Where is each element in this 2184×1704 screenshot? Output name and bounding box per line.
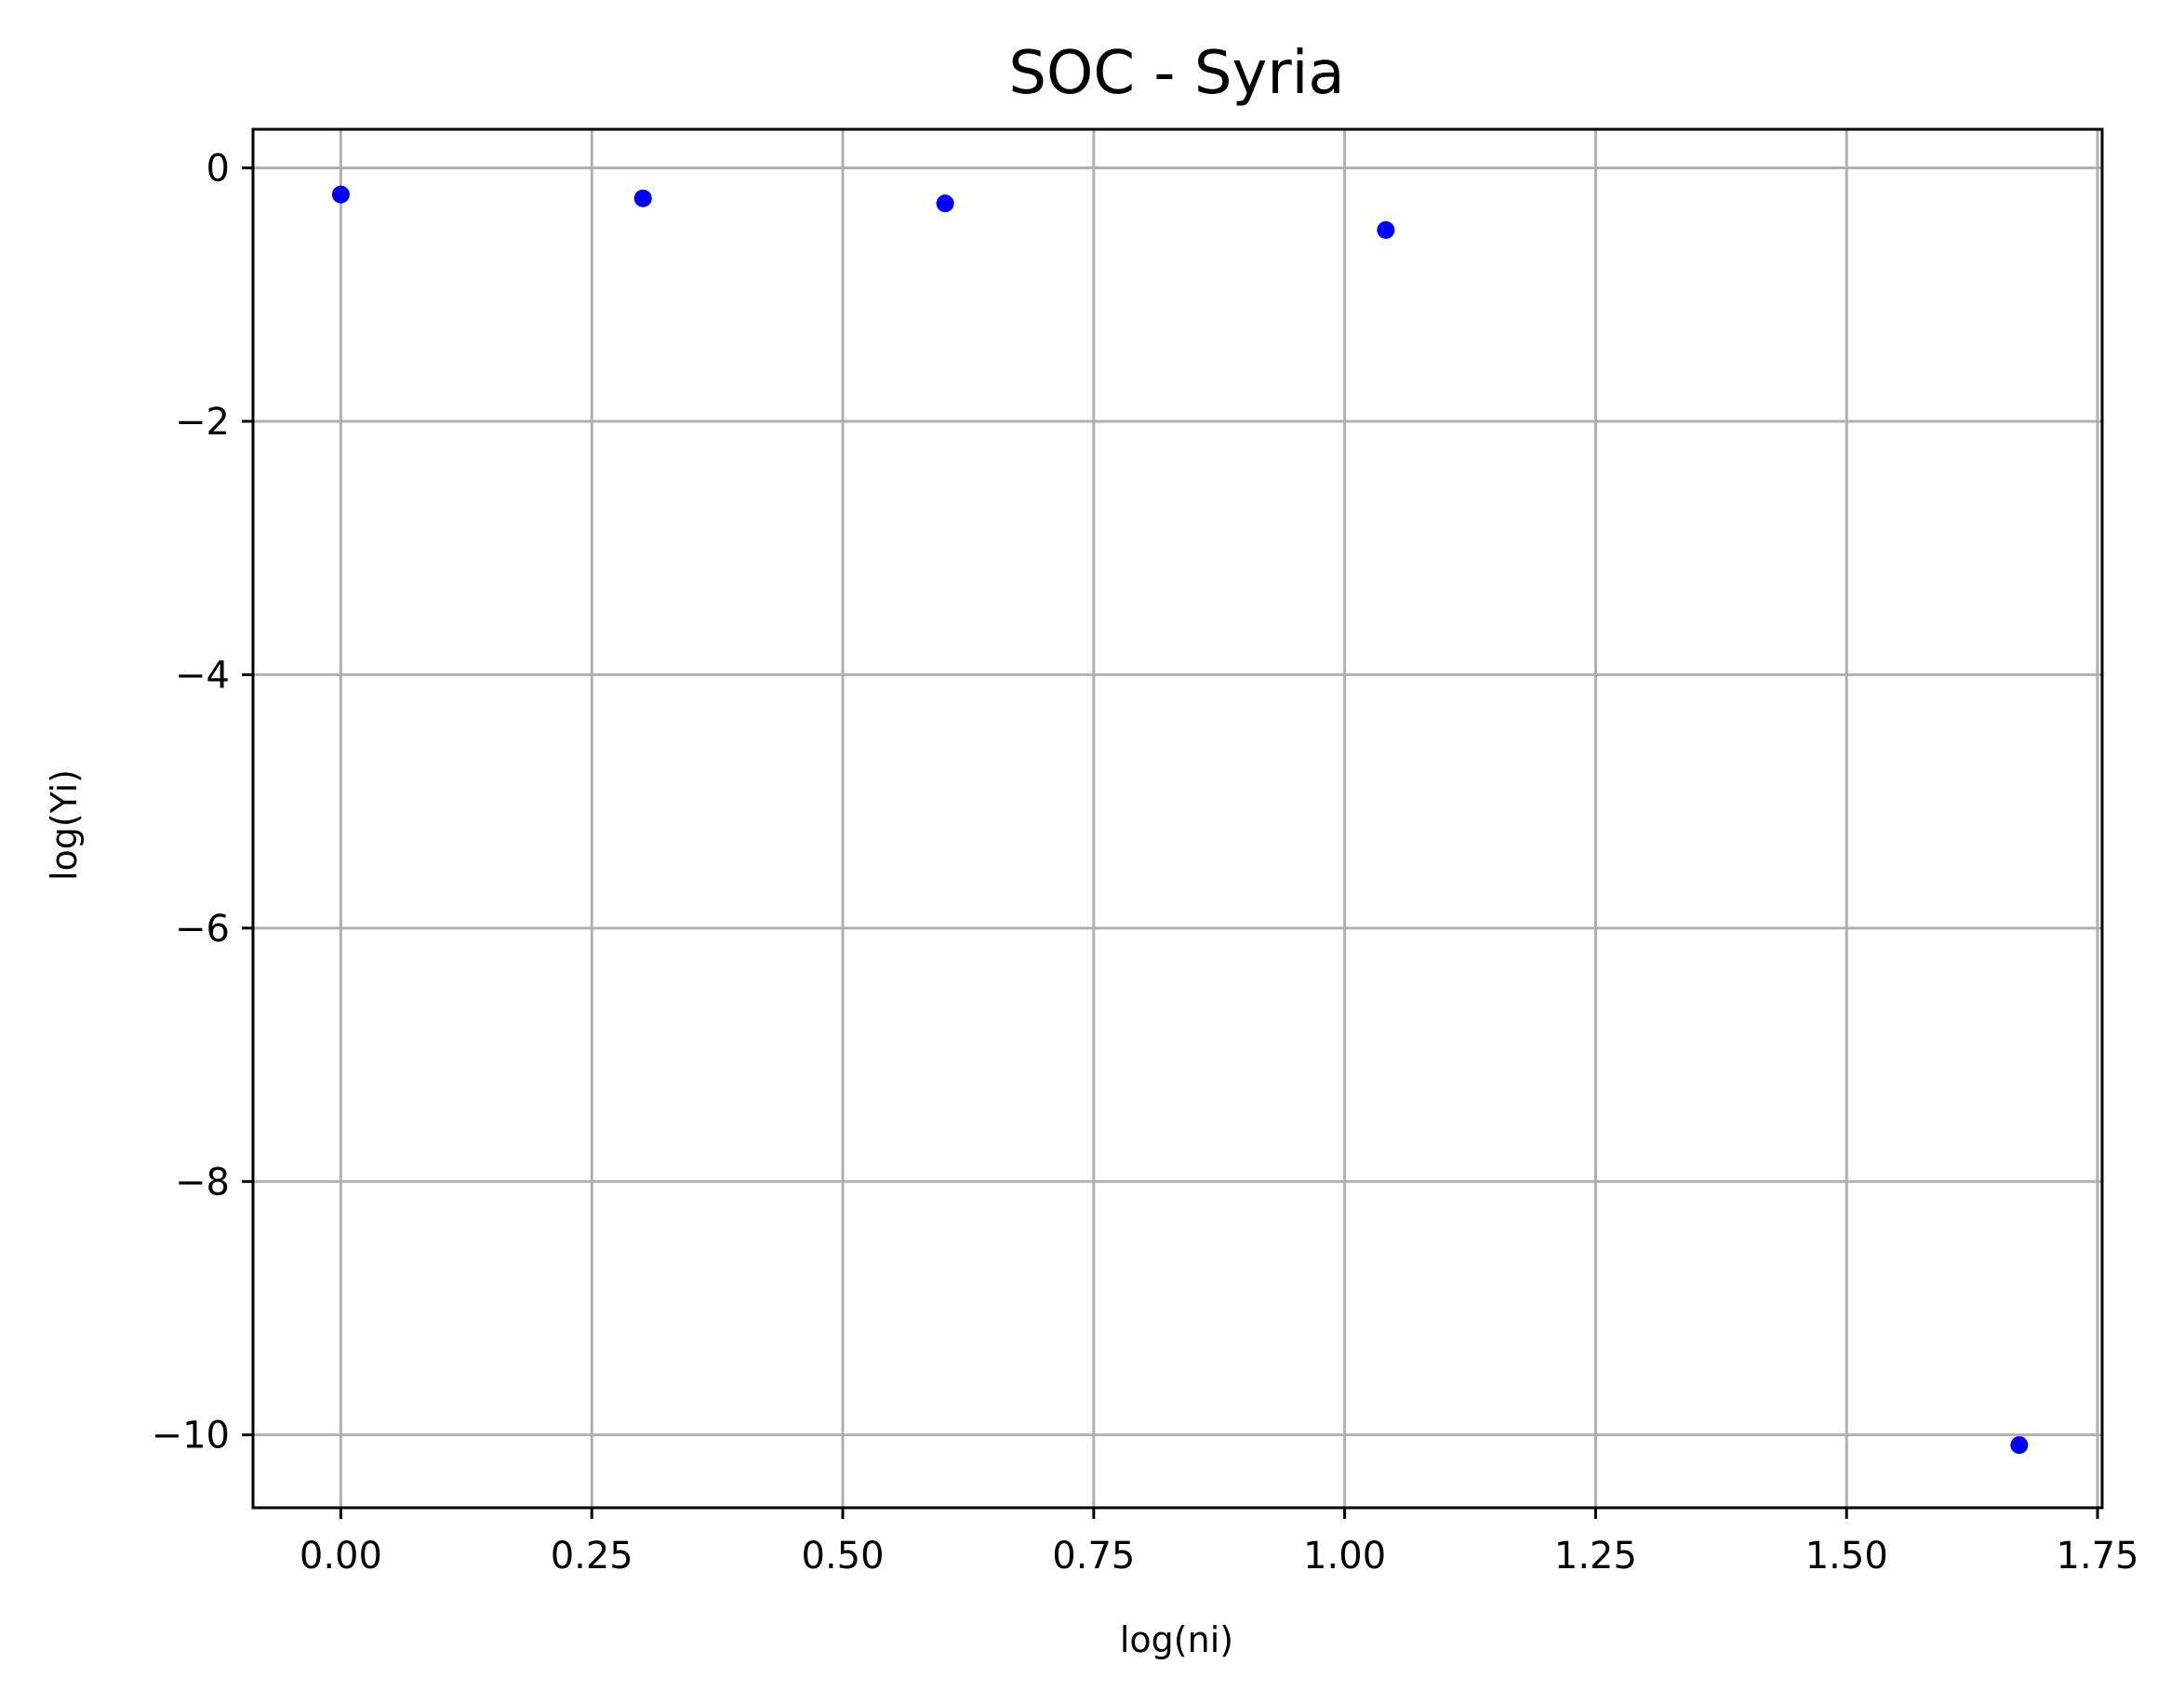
y-tick-label: −10 (152, 1415, 230, 1458)
data-point (633, 189, 652, 207)
y-tick-label: −2 (175, 401, 230, 444)
x-axis-label: log(ni) (1120, 1619, 1233, 1660)
data-point (936, 194, 954, 213)
y-tick-label: −4 (175, 654, 230, 697)
x-tick-label: 0.50 (802, 1535, 885, 1578)
y-tick-label: −8 (175, 1161, 230, 1204)
x-tick-label: 0.75 (1052, 1535, 1135, 1578)
x-tick-label: 1.00 (1303, 1535, 1386, 1578)
x-tick-label: 1.25 (1554, 1535, 1637, 1578)
data-point (2010, 1436, 2029, 1455)
x-tick-label: 0.25 (551, 1535, 633, 1578)
y-tick-label: 0 (206, 148, 230, 191)
x-tick-label: 1.50 (1805, 1535, 1888, 1578)
x-axis-ticks: 0.00 0.25 0.50 0.75 1.00 1.25 1.50 1.75 (300, 1508, 2139, 1578)
y-axis-label: log(Yi) (44, 769, 85, 881)
y-tick-label: −6 (175, 908, 230, 951)
y-axis-ticks: 0 −2 −4 −6 −8 −10 (152, 148, 253, 1458)
chart-title: SOC - Syria (1008, 39, 1344, 108)
x-tick-label: 1.75 (2057, 1535, 2139, 1578)
grid-lines (253, 129, 2102, 1508)
plot-area-frame (251, 127, 2104, 1510)
data-point (331, 185, 350, 204)
data-point (1377, 220, 1395, 239)
data-points (331, 185, 2029, 1455)
x-tick-label: 0.00 (300, 1535, 382, 1578)
